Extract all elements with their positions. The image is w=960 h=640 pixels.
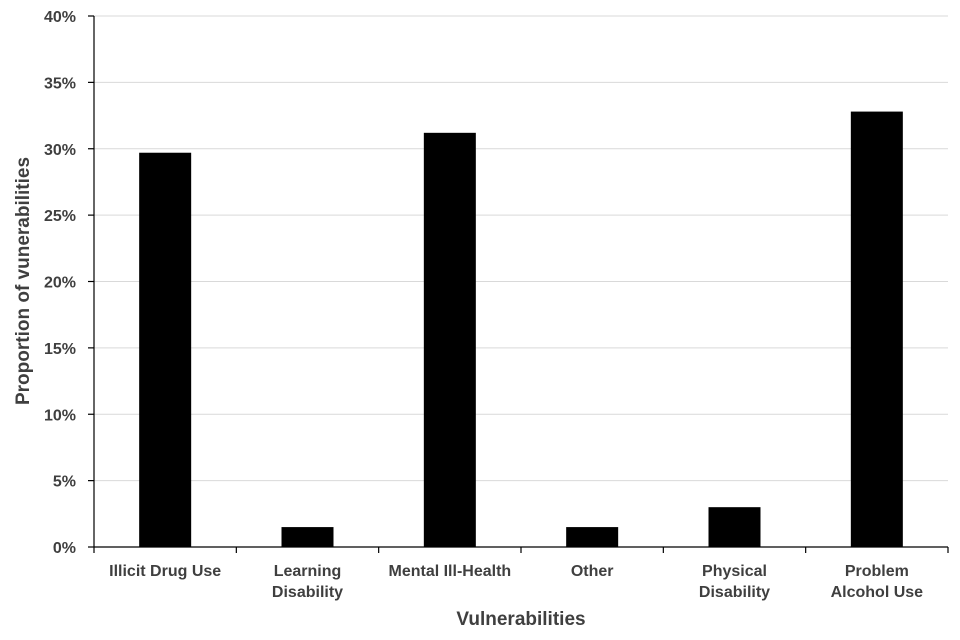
y-tick-label: 30% — [44, 142, 76, 159]
bar — [708, 507, 761, 547]
y-tick-label: 5% — [53, 474, 76, 491]
gridlines — [94, 15, 948, 482]
bar — [566, 527, 619, 547]
y-tick-label: 15% — [44, 341, 76, 358]
x-tick-label: Problem Alcohol Use — [831, 563, 924, 601]
y-tick-labels: 0% 5% 10% 15% 20% 25% 30% 35% 40% — [44, 9, 76, 557]
bars — [139, 111, 903, 548]
x-tick-labels: Illicit Drug Use Learning Disability Mental… — [109, 563, 923, 601]
y-tick-label: 25% — [44, 208, 76, 225]
x-tick-label: Illicit Drug Use — [109, 563, 221, 580]
x-tick-label: Mental Ill-Health — [388, 563, 511, 580]
x-tick-label: Learning Disability — [272, 563, 343, 601]
x-tick-label: Physical Disability — [699, 563, 770, 601]
y-tick-label: 0% — [53, 540, 76, 557]
x-axis-title: Vulnerabilities — [456, 609, 585, 630]
bar — [423, 132, 476, 547]
axes — [88, 15, 949, 553]
y-tick-label: 35% — [44, 75, 76, 92]
y-axis-title: Proportion of vunerabilities — [13, 157, 34, 405]
bar — [281, 527, 334, 547]
y-tick-label: 40% — [44, 9, 76, 26]
x-tick-label: Other — [571, 563, 614, 580]
y-tick-label: 10% — [44, 407, 76, 424]
y-tick-label: 20% — [44, 275, 76, 292]
bar — [850, 111, 903, 547]
bar — [139, 152, 192, 548]
